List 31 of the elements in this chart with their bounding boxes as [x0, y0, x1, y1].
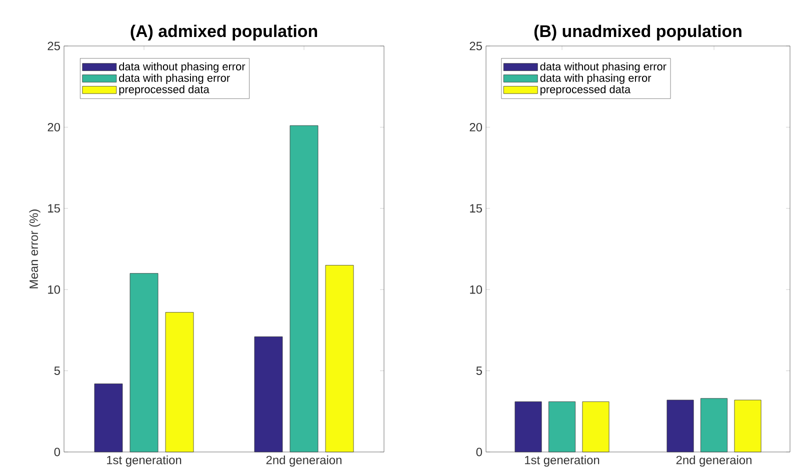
y-tick-label: 0	[476, 448, 482, 456]
bar	[254, 336, 283, 452]
y-tick-label: 20	[470, 122, 482, 132]
y-tick-label: 10	[470, 285, 482, 294]
bar	[290, 125, 318, 452]
y-tick-label: 0	[54, 448, 60, 456]
y-tick-label: 15	[48, 204, 60, 213]
legend-label: preprocessed data	[119, 85, 210, 96]
x-tick-label: 1st generation	[525, 456, 600, 467]
legend-label: preprocessed data	[540, 85, 631, 96]
chart-title: (A) admixed population	[130, 24, 318, 40]
y-tick-label: 25	[48, 42, 60, 50]
legend-label: data without phasing error	[540, 62, 666, 73]
y-tick-label: 20	[48, 122, 60, 132]
bar	[94, 384, 123, 452]
bar	[325, 265, 354, 452]
y-tick-label: 15	[470, 204, 482, 213]
bar	[165, 312, 194, 452]
chart-title: (B) unadmixed population	[534, 24, 742, 40]
bar	[130, 273, 158, 452]
y-axis-title: Mean error (%)	[29, 210, 40, 288]
y-tick-label: 10	[48, 285, 60, 294]
legend-label: data with phasing error	[119, 74, 230, 84]
y-tick-label: 25	[470, 42, 482, 50]
legend-label: data with phasing error	[540, 74, 652, 84]
x-tick-label: 1st generation	[107, 456, 182, 467]
x-tick-label: 2nd generaion	[676, 456, 752, 467]
legend-label: data without phasing error	[119, 62, 246, 73]
y-tick-label: 5	[476, 366, 482, 375]
x-tick-label: 2nd generaion	[266, 456, 342, 467]
y-tick-label: 5	[54, 366, 60, 375]
